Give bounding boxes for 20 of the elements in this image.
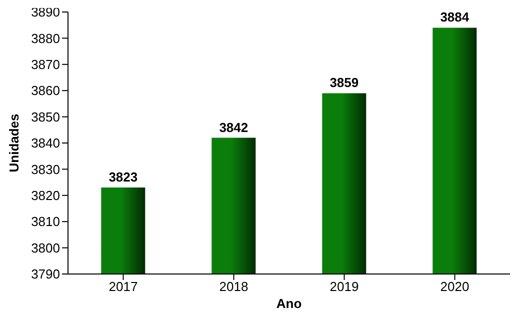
x-axis-title: Ano — [276, 296, 302, 311]
x-tick-label: 2018 — [219, 279, 248, 294]
y-tick-label: 3810 — [31, 214, 60, 230]
y-tick-label: 3790 — [31, 266, 60, 282]
data-label: 3859 — [330, 75, 359, 90]
y-tick-label: 3820 — [31, 188, 60, 204]
y-tick-label: 3850 — [31, 109, 60, 124]
x-tick-label: 2017 — [108, 279, 138, 294]
data-label: 3884 — [440, 10, 470, 25]
y-axis-title: Unidades — [6, 114, 22, 172]
y-tick-label: 3870 — [31, 57, 60, 72]
y-tick-label: 3800 — [31, 240, 60, 256]
y-tick-label: 3880 — [31, 30, 60, 46]
y-tick-label: 3860 — [31, 83, 60, 98]
y-tick-label: 3830 — [31, 162, 60, 177]
x-tick-label: 2019 — [330, 279, 359, 294]
data-label: 3842 — [219, 120, 248, 135]
y-tick-label: 3840 — [31, 136, 60, 151]
data-label: 3823 — [108, 170, 138, 185]
x-tick-label: 2020 — [440, 279, 470, 294]
